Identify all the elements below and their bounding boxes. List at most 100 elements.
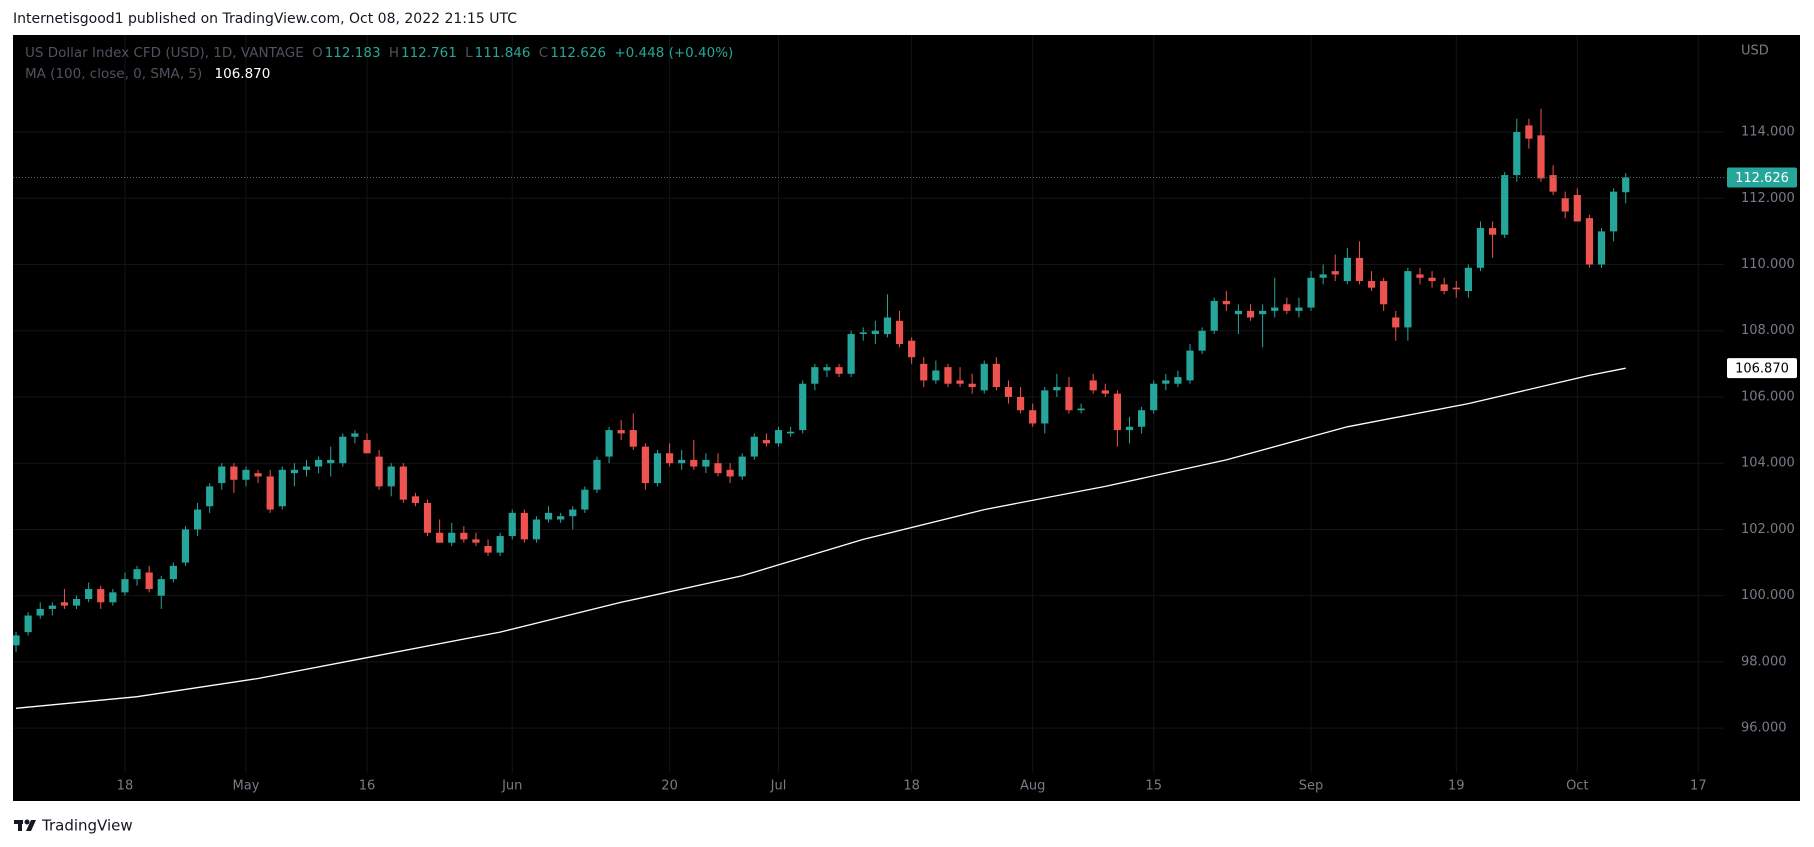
candle-body <box>968 383 976 388</box>
candle-body <box>823 367 831 371</box>
symbol: US Dollar Index CFD (USD), 1D, VANTAGE <box>25 45 304 61</box>
candle-body <box>423 502 432 533</box>
open-label: O <box>312 45 323 61</box>
candle-body <box>702 459 710 467</box>
x-tick-label: 18 <box>903 779 920 794</box>
y-tick-label: 106.000 <box>1741 389 1795 404</box>
candle-body <box>242 469 250 480</box>
candle-body <box>1271 307 1279 311</box>
candle-body <box>980 363 988 391</box>
candle-body <box>1077 408 1085 411</box>
ma-badge-label: 106.870 <box>1735 362 1789 377</box>
candle-body <box>496 536 504 553</box>
high-label: H <box>389 45 399 61</box>
candle-body <box>508 512 516 537</box>
close-label: C <box>539 45 548 61</box>
candle-body <box>956 380 964 384</box>
y-tick-label: 102.000 <box>1741 522 1795 537</box>
candle-body <box>1476 228 1485 268</box>
candle-body <box>1137 410 1146 427</box>
candle-body <box>13 635 20 646</box>
candle-body <box>1186 350 1194 381</box>
candle-body <box>399 466 407 500</box>
candle-body <box>714 463 722 474</box>
candle-body <box>1016 396 1025 411</box>
candle-body <box>1355 257 1364 282</box>
candle-body <box>1585 218 1594 265</box>
candle-body <box>436 532 444 543</box>
candle-body <box>847 334 855 374</box>
candle-body <box>1622 177 1630 193</box>
candle-body <box>1295 307 1303 311</box>
candle-body <box>1113 393 1121 431</box>
candle-body <box>1380 281 1388 305</box>
x-tick-label: Aug <box>1020 779 1045 794</box>
candle-body <box>193 509 202 530</box>
candle-body <box>60 602 69 606</box>
candle-body <box>895 320 904 344</box>
candle-body <box>520 512 528 540</box>
y-tick-label: 110.000 <box>1741 257 1795 272</box>
candle-body <box>290 469 298 474</box>
candle-body <box>1440 284 1448 291</box>
ma-badge <box>1727 358 1797 379</box>
footer-brand: TradingView <box>41 817 133 835</box>
candle-body <box>811 367 819 384</box>
candle-body <box>774 430 783 444</box>
candle-body <box>387 466 395 487</box>
candle-body <box>1404 271 1412 328</box>
candle-body <box>1501 175 1509 235</box>
candle-body <box>1246 310 1255 318</box>
y-tick-label: 104.000 <box>1741 456 1795 471</box>
candle-body <box>157 579 165 596</box>
candle-body <box>617 430 625 434</box>
x-tick-label: 17 <box>1690 779 1707 794</box>
x-tick-label: 15 <box>1145 779 1162 794</box>
candle-body <box>1597 231 1606 265</box>
candle-body <box>678 459 686 464</box>
y-tick-label: 114.000 <box>1741 125 1795 140</box>
candle-body <box>1053 387 1061 391</box>
candle-body <box>1488 228 1497 235</box>
candle-body <box>1537 135 1545 179</box>
candle-body <box>266 476 274 510</box>
candle-body <box>302 466 311 470</box>
candle-body <box>1610 191 1618 232</box>
candle-body <box>920 363 928 381</box>
plot-area <box>13 108 1724 709</box>
candle-body <box>641 446 649 484</box>
candle-body <box>1367 281 1376 288</box>
candle-body <box>24 615 32 633</box>
candle-body <box>871 330 879 335</box>
candle-body <box>944 367 952 384</box>
candle-body <box>1561 198 1569 212</box>
candle-body <box>278 469 286 507</box>
candle-body <box>738 456 746 477</box>
candle-body <box>1464 267 1472 291</box>
candle-body <box>1004 387 1013 397</box>
close-value: 112.626 <box>550 45 606 61</box>
candle-body <box>448 532 456 543</box>
candle-body <box>544 512 553 520</box>
candle-body <box>230 466 238 480</box>
candle-body <box>569 509 577 517</box>
candle-body <box>363 440 371 454</box>
candle-body <box>1162 380 1170 384</box>
candle-body <box>593 459 601 490</box>
y-tick-label: 100.000 <box>1741 588 1795 603</box>
x-tick-label: 16 <box>359 779 376 794</box>
candle-body <box>1283 304 1291 311</box>
y-tick-label: 108.000 <box>1741 323 1795 338</box>
low-value: 111.846 <box>475 45 531 61</box>
x-tick-label: 18 <box>117 779 134 794</box>
candle-body <box>908 340 916 358</box>
candle-body <box>1210 300 1218 331</box>
candle-body <box>145 572 153 590</box>
axes: 96.000 98.000 100.000 102.000 104.000 106.000… <box>117 125 1797 794</box>
candle-body <box>218 466 226 484</box>
candle-body <box>665 453 674 464</box>
candle-body <box>133 569 141 580</box>
candle-body <box>1392 317 1400 328</box>
candle-body <box>1307 277 1315 308</box>
x-tick-label: Sep <box>1299 779 1324 794</box>
